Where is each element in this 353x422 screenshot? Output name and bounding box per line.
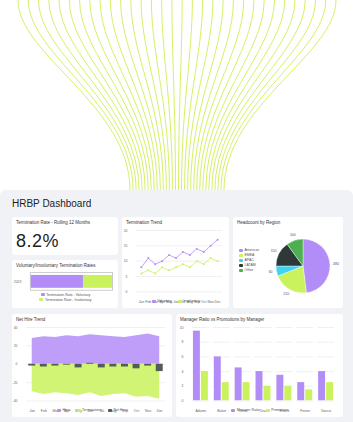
svg-text:6: 6 [182,355,184,359]
svg-text:Oct: Oct [134,409,139,413]
html-text:Voluntary: Voluntary [157,299,172,304]
html-text:Termination Trend: Termination Trend [126,220,162,225]
svg-text:2: 2 [182,384,184,388]
svg-text:210: 210 [283,292,289,296]
html-text:Headcount by Region: Headcount by Region [237,220,281,225]
svg-text:Feb: Feb [145,300,151,304]
html-text:APAC: APAC [244,258,254,262]
svg-text:Garcia: Garcia [321,409,331,413]
svg-text:20: 20 [124,229,128,233]
svg-text:40: 40 [14,326,18,330]
html-text:Promotions: Promotions [271,408,289,413]
svg-text:0: 0 [16,362,18,366]
svg-text:0: 0 [182,399,184,403]
svg-text:-40: -40 [12,399,17,403]
svg-text:Dec: Dec [215,300,221,304]
html-text:EMEA: EMEA [244,253,255,257]
svg-text:2023: 2023 [14,280,22,284]
svg-text:4: 4 [182,370,184,374]
svg-text:10: 10 [180,326,184,330]
svg-text:Jan: Jan [29,409,35,413]
html-text:HRBP Dashboard: HRBP Dashboard [12,198,92,209]
html-text:Voluntary/Involuntary Terminat: Voluntary/Involuntary Termination Rates [16,263,96,268]
html-text:Termination Rate - Voluntary: Termination Rate - Voluntary [46,292,91,297]
svg-text:May: May [75,409,82,413]
svg-text:Feb: Feb [41,409,47,413]
svg-text:10: 10 [124,259,128,263]
html-text:LATAM: LATAM [244,263,256,267]
svg-text:60: 60 [269,270,273,274]
svg-text:0: 0 [126,290,128,294]
svg-text:Adams: Adams [195,409,206,413]
html-text:Manager Ratio vs Promotions by: Manager Ratio vs Promotions by Manager [180,317,265,322]
svg-text:Oct: Oct [201,300,206,304]
html-text:Terminations: Terminations [82,408,102,413]
svg-text:480: 480 [333,262,339,266]
html-text:Manager Ratio: Manager Ratio [236,408,260,413]
html-text:Hires: Hires [62,408,71,413]
html-text:Termination Rate - Involuntary: Termination Rate - Involuntary [44,297,92,302]
svg-text:Mar: Mar [52,409,59,414]
svg-text:8: 8 [182,340,184,344]
svg-text:5: 5 [126,275,128,279]
svg-text:100: 100 [290,233,296,237]
html-text:Americas: Americas [244,248,260,252]
html-text:Other: Other [244,268,254,272]
html-text:Termination Rate - Rolling 12: Termination Rate - Rolling 12 Months [16,220,90,225]
html-text:8.2%: 8.2% [16,231,59,251]
svg-text:-20: -20 [12,381,17,385]
html-text:Net Hire Trend: Net Hire Trend [16,317,46,322]
svg-text:Foster: Foster [300,409,311,413]
svg-text:Nov: Nov [208,300,214,304]
svg-text:15: 15 [124,244,128,248]
svg-text:Jan: Jan [139,300,145,304]
html-text:Involuntary: Involuntary [183,299,201,304]
svg-text:Dec: Dec [157,409,163,413]
svg-text:150: 150 [271,249,277,253]
svg-text:Nov: Nov [145,409,151,413]
svg-text:Diaz: Diaz [260,409,267,414]
html-text:Mar Apr May Jun Jul Aug Sep: Mar Apr May Jun Jul Aug Sep [152,300,200,305]
html-text:Net Hires: Net Hires [113,408,128,413]
svg-text:20: 20 [14,344,18,348]
svg-text:Baker: Baker [217,409,227,413]
